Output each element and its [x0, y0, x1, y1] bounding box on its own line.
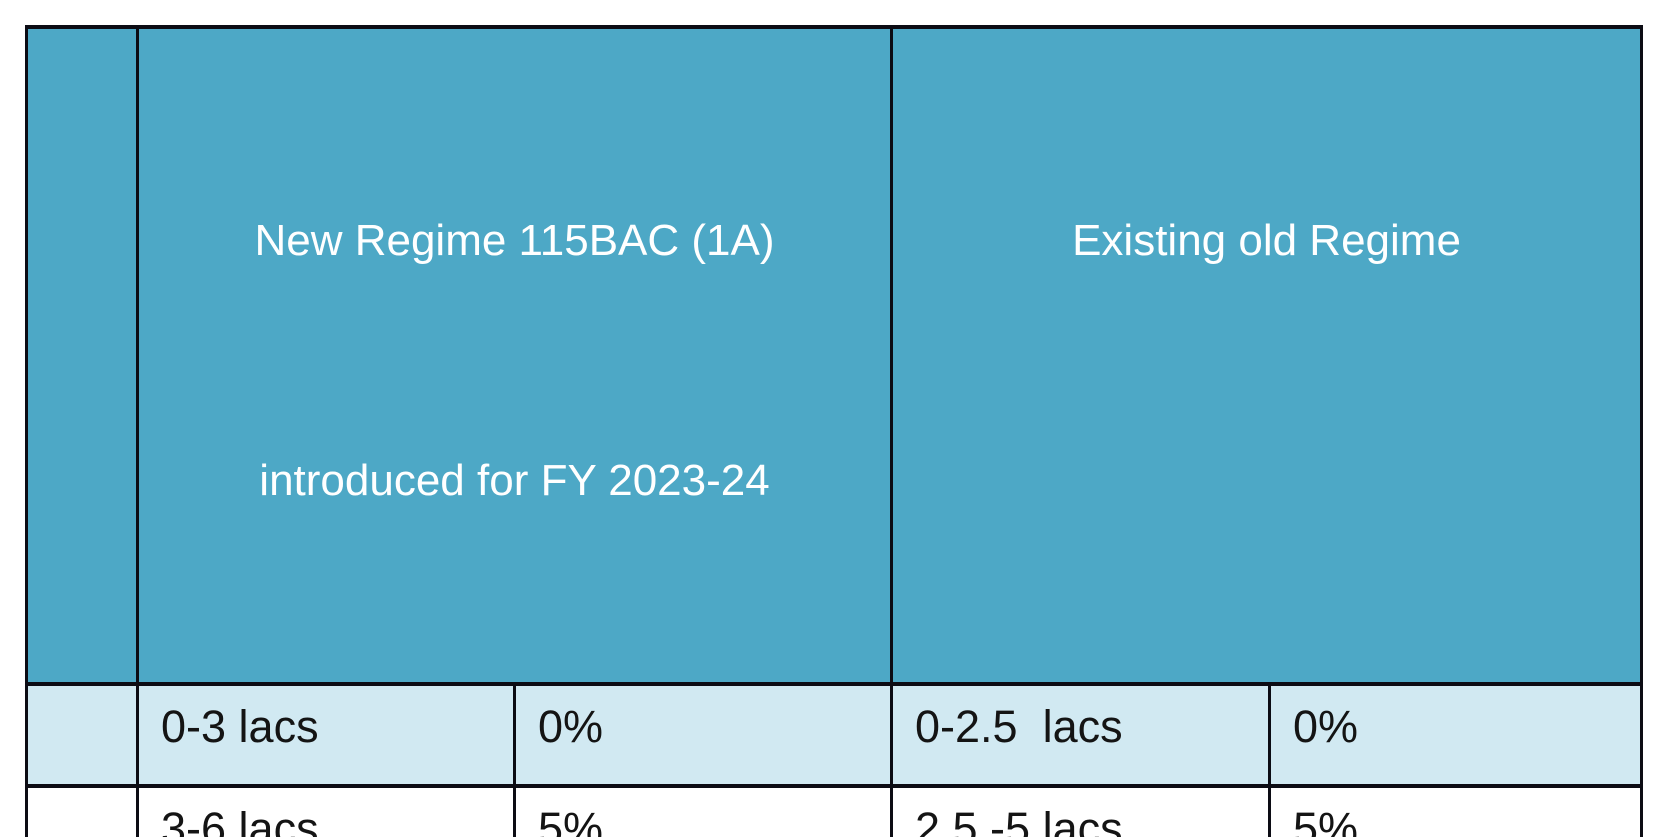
- header-new-regime: New Regime 115BAC (1A) introduced for FY…: [136, 25, 893, 686]
- row-spacer-cell: [25, 783, 139, 837]
- table-row: 0-3 lacs 0% 0-2.5 lacs 0%: [25, 681, 1644, 788]
- header-row: New Regime 115BAC (1A) introduced for FY…: [25, 25, 1644, 686]
- cell-old-slab: 0-2.5 lacs: [890, 681, 1271, 788]
- cell-old-rate: 5%: [1267, 783, 1644, 837]
- header-old-regime: Existing old Regime: [889, 25, 1644, 686]
- cell-new-slab: 0-3 lacs: [136, 681, 516, 788]
- row-spacer-cell: [25, 681, 139, 788]
- header-old-regime-label: Existing old Regime: [1072, 216, 1461, 266]
- cell-new-rate: 0%: [513, 681, 893, 788]
- cell-new-rate: 5%: [513, 783, 893, 837]
- cell-old-slab: 2.5 -5 lacs: [890, 783, 1271, 837]
- cell-old-rate: 0%: [1267, 681, 1644, 788]
- header-new-regime-line1: New Regime 115BAC (1A): [254, 216, 775, 266]
- tax-comparison-table: New Regime 115BAC (1A) introduced for FY…: [25, 25, 1644, 837]
- table-row: 3-6 lacs 5% 2.5 -5 lacs 5%: [25, 783, 1644, 837]
- header-corner-cell: [25, 25, 139, 686]
- header-new-regime-line2: introduced for FY 2023-24: [259, 456, 770, 506]
- cell-new-slab: 3-6 lacs: [136, 783, 516, 837]
